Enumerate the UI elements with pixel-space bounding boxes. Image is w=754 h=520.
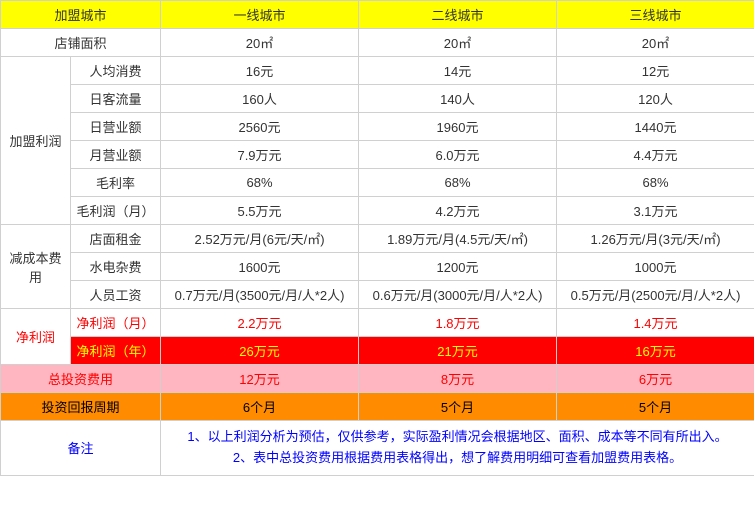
label: 水电杂费 <box>71 253 161 281</box>
group-net: 净利润 <box>1 309 71 365</box>
cell: 1440元 <box>557 113 754 141</box>
cell: 0.5万元/月(2500元/月/人*2人) <box>557 281 754 309</box>
cell: 20㎡ <box>359 29 557 57</box>
cell: 4.2万元 <box>359 197 557 225</box>
cell: 1200元 <box>359 253 557 281</box>
cell: 0.7万元/月(3500元/月/人*2人) <box>161 281 359 309</box>
row-total-invest: 总投资费用 12万元 8万元 6万元 <box>1 365 754 393</box>
cell: 68% <box>359 169 557 197</box>
cell: 14元 <box>359 57 557 85</box>
label: 毛利润（月） <box>71 197 161 225</box>
cell: 1.89万元/月(4.5元/天/㎡) <box>359 225 557 253</box>
row-profit-3: 月营业额 7.9万元 6.0万元 4.4万元 <box>1 141 754 169</box>
row-area: 店铺面积 20㎡ 20㎡ 20㎡ <box>1 29 754 57</box>
cell: 16元 <box>161 57 359 85</box>
cell: 2.52万元/月(6元/天/㎡) <box>161 225 359 253</box>
cell: 1600元 <box>161 253 359 281</box>
label-area: 店铺面积 <box>1 29 161 57</box>
cell: 20㎡ <box>557 29 754 57</box>
row-payback: 投资回报周期 6个月 5个月 5个月 <box>1 393 754 421</box>
row-profit-2: 日营业额 2560元 1960元 1440元 <box>1 113 754 141</box>
cell: 5个月 <box>359 393 557 421</box>
cell: 68% <box>557 169 754 197</box>
label: 人均消费 <box>71 57 161 85</box>
label: 毛利率 <box>71 169 161 197</box>
label-net-year: 净利润（年） <box>71 337 161 365</box>
cell: 5个月 <box>557 393 754 421</box>
row-profit-1: 日客流量 160人 140人 120人 <box>1 85 754 113</box>
row-net-month: 净利润 净利润（月） 2.2万元 1.8万元 1.4万元 <box>1 309 754 337</box>
row-notes: 备注 1、以上利润分析为预估，仅供参考，实际盈利情况会根据地区、面积、成本等不同… <box>1 421 754 476</box>
cell: 4.4万元 <box>557 141 754 169</box>
row-profit-4: 毛利率 68% 68% 68% <box>1 169 754 197</box>
cell: 1.4万元 <box>557 309 754 337</box>
cell: 12元 <box>557 57 754 85</box>
group-cost: 减成本费用 <box>1 225 71 309</box>
header-row: 加盟城市 一线城市 二线城市 三线城市 <box>1 1 754 29</box>
cell: 1.26万元/月(3元/天/㎡) <box>557 225 754 253</box>
cell: 1.8万元 <box>359 309 557 337</box>
cell: 6.0万元 <box>359 141 557 169</box>
notes-line-1: 1、以上利润分析为预估，仅供参考，实际盈利情况会根据地区、面积、成本等不同有所出… <box>165 427 750 448</box>
label-notes: 备注 <box>1 421 161 476</box>
cell: 1000元 <box>557 253 754 281</box>
cell: 5.5万元 <box>161 197 359 225</box>
cell: 8万元 <box>359 365 557 393</box>
header-city: 加盟城市 <box>1 1 161 29</box>
cell: 0.6万元/月(3000元/月/人*2人) <box>359 281 557 309</box>
cell: 3.1万元 <box>557 197 754 225</box>
row-profit-5: 毛利润（月） 5.5万元 4.2万元 3.1万元 <box>1 197 754 225</box>
row-net-year: 净利润（年） 26万元 21万元 16万元 <box>1 337 754 365</box>
cell: 160人 <box>161 85 359 113</box>
label: 人员工资 <box>71 281 161 309</box>
row-cost-1: 水电杂费 1600元 1200元 1000元 <box>1 253 754 281</box>
label: 月营业额 <box>71 141 161 169</box>
cell: 1960元 <box>359 113 557 141</box>
notes-content: 1、以上利润分析为预估，仅供参考，实际盈利情况会根据地区、面积、成本等不同有所出… <box>161 421 754 476</box>
cell: 2560元 <box>161 113 359 141</box>
cell: 6个月 <box>161 393 359 421</box>
group-profit: 加盟利润 <box>1 57 71 225</box>
cell: 6万元 <box>557 365 754 393</box>
notes-line-2: 2、表中总投资费用根据费用表格得出，想了解费用明细可查看加盟费用表格。 <box>165 448 750 469</box>
cell: 16万元 <box>557 337 754 365</box>
label: 日营业额 <box>71 113 161 141</box>
cell: 140人 <box>359 85 557 113</box>
row-profit-0: 加盟利润 人均消费 16元 14元 12元 <box>1 57 754 85</box>
label: 日客流量 <box>71 85 161 113</box>
header-tier2: 二线城市 <box>359 1 557 29</box>
cell: 7.9万元 <box>161 141 359 169</box>
label-total-invest: 总投资费用 <box>1 365 161 393</box>
label: 店面租金 <box>71 225 161 253</box>
header-tier1: 一线城市 <box>161 1 359 29</box>
row-cost-2: 人员工资 0.7万元/月(3500元/月/人*2人) 0.6万元/月(3000元… <box>1 281 754 309</box>
label-payback: 投资回报周期 <box>1 393 161 421</box>
cell: 12万元 <box>161 365 359 393</box>
label-net-month: 净利润（月） <box>71 309 161 337</box>
cell: 68% <box>161 169 359 197</box>
cell: 20㎡ <box>161 29 359 57</box>
cell: 26万元 <box>161 337 359 365</box>
cell: 2.2万元 <box>161 309 359 337</box>
header-tier3: 三线城市 <box>557 1 754 29</box>
cell: 21万元 <box>359 337 557 365</box>
cell: 120人 <box>557 85 754 113</box>
franchise-profit-table: 加盟城市 一线城市 二线城市 三线城市 店铺面积 20㎡ 20㎡ 20㎡ 加盟利… <box>0 0 754 476</box>
row-cost-0: 减成本费用 店面租金 2.52万元/月(6元/天/㎡) 1.89万元/月(4.5… <box>1 225 754 253</box>
